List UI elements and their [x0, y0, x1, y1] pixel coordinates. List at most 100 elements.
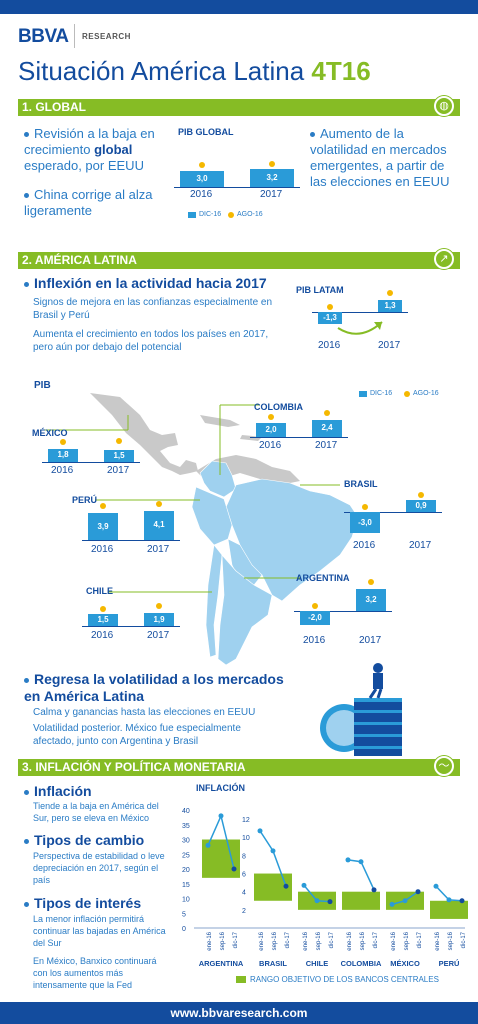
ytick-left: 30	[182, 838, 190, 845]
infl-point-chile	[327, 899, 333, 905]
infl-point-méxico	[415, 889, 421, 895]
point-label: ene-16	[435, 931, 441, 950]
point-label: dic-17	[233, 931, 239, 948]
year-label-2016: 2016	[318, 340, 341, 351]
ytick-left: 15	[182, 882, 190, 889]
map-mexico-shape	[90, 393, 198, 475]
bar-2017: 2,4	[312, 420, 342, 437]
dot-ago-2016	[199, 161, 205, 168]
country-name-argentina: ARGENTINA	[199, 959, 244, 968]
inflacion-text: Tiende a la baja en América del Sur, per…	[33, 801, 159, 823]
infl-point-brasil	[270, 848, 276, 854]
year-label-2016: 2016	[190, 189, 213, 200]
ytick-left: 10	[182, 897, 190, 904]
dot-ago-2017	[418, 492, 424, 498]
year-label-2016: 2016	[303, 635, 326, 646]
dot-ago-2017	[368, 578, 374, 585]
point-label: dic-17	[461, 931, 467, 948]
bar-2016: 1,8	[48, 449, 78, 462]
pib-map-title: PIB	[34, 380, 51, 391]
tipos-cambio-text: Perspectiva de estabilidad o leve deprec…	[33, 851, 165, 885]
dot-ago-2016	[327, 304, 333, 310]
latam-map	[40, 393, 359, 666]
dot-ago-2016	[60, 439, 66, 446]
tipos-interes-heading: Tipos de interés	[24, 895, 141, 912]
bar-2016: -1,3	[318, 312, 342, 324]
year-label-2017: 2017	[359, 635, 382, 646]
bar-2017: 3,2	[356, 588, 386, 611]
point-label: dic-17	[285, 931, 291, 948]
ytick-left: 35	[182, 823, 190, 830]
tipos-interes-text-2: En México, Banxico continuará con los au…	[33, 956, 157, 990]
dot-ago-2017	[156, 603, 162, 610]
chart-axis	[250, 437, 348, 438]
map-chile-shape	[205, 544, 223, 658]
country-name-brasil: BRASIL	[259, 959, 287, 968]
tipos-interes-text-1: La menor inflación permitirá continuar l…	[33, 914, 166, 948]
chart-axis	[174, 187, 300, 188]
infl-point-chile	[314, 898, 320, 904]
country-label-argentina: ARGENTINA	[296, 573, 350, 583]
map-legend-dic-swatch	[359, 391, 367, 397]
section-latam-header: 2. AMÉRICA LATINA	[18, 252, 460, 269]
section-inflacion-title: 3. INFLACIÓN Y POLÍTICA MONETARIA	[22, 760, 246, 774]
point-label: ene-16	[303, 931, 309, 950]
latam-heading-1: Inflexión en la actividad hacia 2017	[24, 275, 267, 292]
year-label-2017: 2017	[107, 465, 130, 476]
point-label: ene-16	[347, 931, 353, 950]
bar-2016: 3,0	[180, 170, 224, 187]
bar-2017: 1,9	[144, 612, 174, 626]
inflacion-chart: 0 5 10 15 20 25 30 35 40 2 4 6 8 10 12 ene-16 sep-16 dic-…	[182, 808, 468, 968]
point-label: sep-16	[220, 931, 226, 950]
country-name-perú: PERÚ	[439, 959, 460, 968]
ytick-right: 6	[242, 872, 246, 879]
bbva-logo: BBVA	[18, 26, 69, 47]
bar-2016: -3,0	[350, 512, 380, 533]
point-label: ene-16	[207, 931, 213, 950]
year-label-2017: 2017	[409, 540, 432, 551]
title-main: Situación América Latina	[18, 56, 305, 86]
infl-point-argentina	[231, 866, 237, 872]
global-bullet-2: China corrige al alza ligeramente	[24, 187, 153, 218]
section-global-header: 1. GLOBAL	[18, 99, 460, 116]
ytick-right: 2	[242, 908, 246, 915]
map-argentina-shape	[217, 554, 273, 666]
globe-icon: ◍	[434, 96, 454, 116]
latam-heading-2: Regresa la volatilidad a los mercados en…	[24, 671, 284, 704]
country-label-brasil: BRASIL	[344, 479, 378, 489]
dot-ago-2016	[312, 603, 318, 609]
infl-point-méxico	[389, 901, 395, 907]
pib-latam-title: PIB LATAM	[296, 285, 344, 295]
chart-axis	[42, 462, 140, 463]
target-range-perú	[430, 900, 468, 919]
bar-2016: 3,9	[88, 512, 118, 540]
infl-point-colombia	[358, 859, 364, 865]
bar-2017: 1,3	[378, 300, 402, 312]
dot-ago-2017	[269, 160, 275, 167]
legend-dic-swatch	[188, 212, 196, 218]
dot-ago-2016	[362, 504, 368, 510]
point-label: dic-17	[417, 931, 423, 948]
tipos-cambio-heading: Tipos de cambio	[24, 832, 144, 849]
infl-point-perú	[459, 898, 465, 904]
chart-axis	[82, 540, 180, 541]
global-bullet-3: Aumento de la volatilidad en mercados em…	[310, 126, 450, 189]
year-label-2017: 2017	[147, 544, 170, 555]
infl-line-colombia	[347, 859, 375, 891]
ytick-right: 8	[242, 853, 246, 860]
dot-ago-2016	[268, 413, 274, 420]
year-label-2017: 2017	[147, 630, 170, 641]
point-label: sep-16	[316, 931, 322, 950]
title-accent: 4T16	[311, 56, 371, 86]
year-label-2017: 2017	[378, 340, 401, 351]
point-label: sep-16	[360, 931, 366, 950]
footer-url[interactable]: www.bbvaresearch.com	[0, 1002, 478, 1024]
point-label: sep-16	[272, 931, 278, 950]
pib-global-title: PIB GLOBAL	[178, 127, 234, 137]
map-legend-ago-label: AGO-16	[413, 390, 439, 397]
coin-stack-illustration	[320, 663, 402, 756]
country-name-chile: CHILE	[306, 959, 329, 968]
dot-ago-2016	[100, 606, 106, 612]
chart-axis	[82, 626, 180, 627]
dot-ago-2017	[116, 437, 122, 444]
